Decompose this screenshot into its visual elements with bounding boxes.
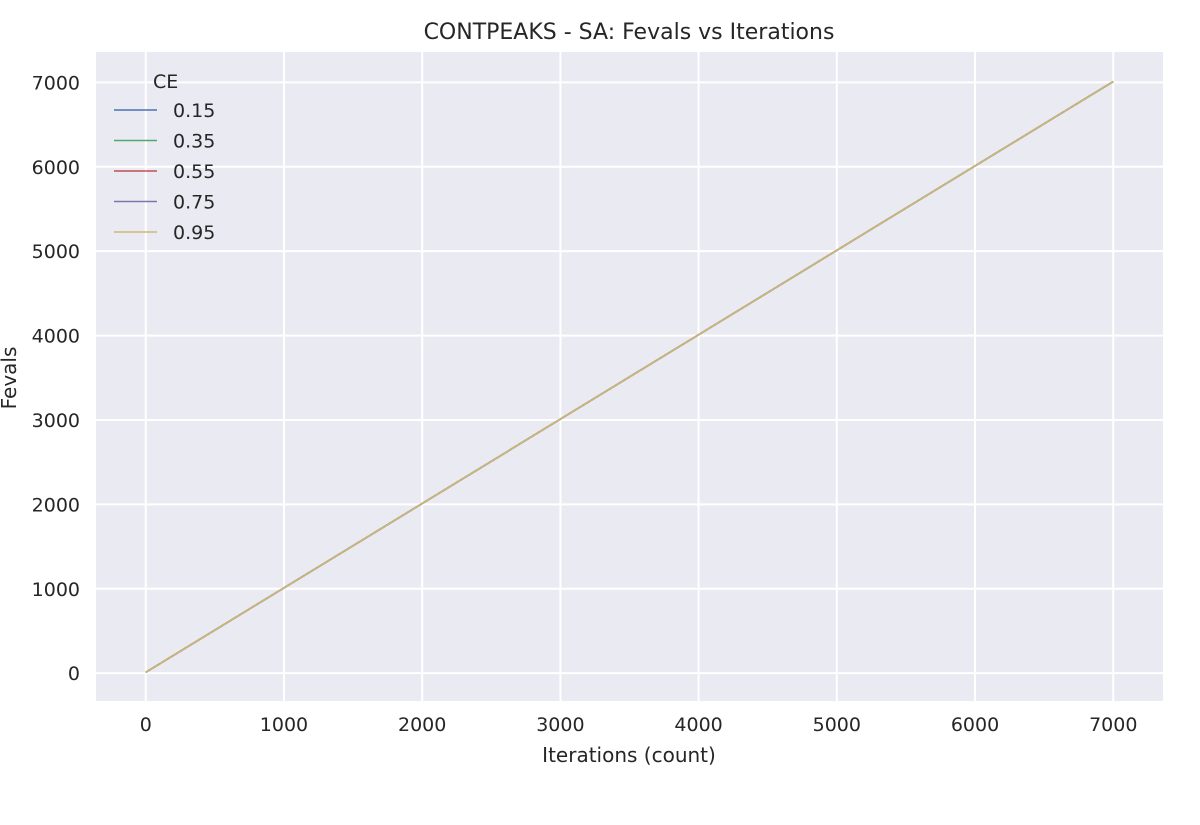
y-tick-label: 5000: [32, 241, 80, 263]
x-tick-labels: 0 1000 2000 3000 4000 5000 6000 7000: [140, 714, 1138, 736]
y-tick-label: 2000: [32, 494, 80, 516]
legend-label-0.55: 0.55: [173, 161, 215, 183]
y-axis-label: Fevals: [0, 347, 21, 410]
x-tick-label: 6000: [951, 714, 999, 736]
x-tick-label: 2000: [398, 714, 446, 736]
x-tick-label: 0: [140, 714, 152, 736]
y-tick-label: 1000: [32, 579, 80, 601]
x-tick-label: 5000: [813, 714, 861, 736]
chart-title: CONTPEAKS - SA: Fevals vs Iterations: [424, 20, 835, 45]
y-tick-label: 3000: [32, 410, 80, 432]
legend: CE 0.15 0.35 0.55 0.75 0.95: [114, 71, 215, 244]
legend-label-0.15: 0.15: [173, 100, 215, 122]
y-tick-label: 6000: [32, 157, 80, 179]
x-tick-label: 7000: [1089, 714, 1137, 736]
x-tick-label: 3000: [536, 714, 584, 736]
y-tick-label: 4000: [32, 326, 80, 348]
y-tick-labels: 0 1000 2000 3000 4000 5000 6000 7000: [32, 72, 80, 685]
legend-label-0.35: 0.35: [173, 131, 215, 153]
y-tick-label: 7000: [32, 72, 80, 94]
legend-title: CE: [153, 71, 178, 93]
legend-entries: 0.15 0.35 0.55 0.75 0.95: [114, 100, 215, 244]
legend-label-0.95: 0.95: [173, 222, 215, 244]
x-tick-label: 1000: [260, 714, 308, 736]
legend-label-0.75: 0.75: [173, 192, 215, 214]
grid: [96, 52, 1163, 701]
x-tick-label: 4000: [674, 714, 722, 736]
series-line-0.95: [145, 80, 1114, 673]
series-lines: [145, 80, 1114, 673]
x-axis-label: Iterations (count): [542, 743, 716, 767]
y-tick-label: 0: [68, 663, 80, 685]
